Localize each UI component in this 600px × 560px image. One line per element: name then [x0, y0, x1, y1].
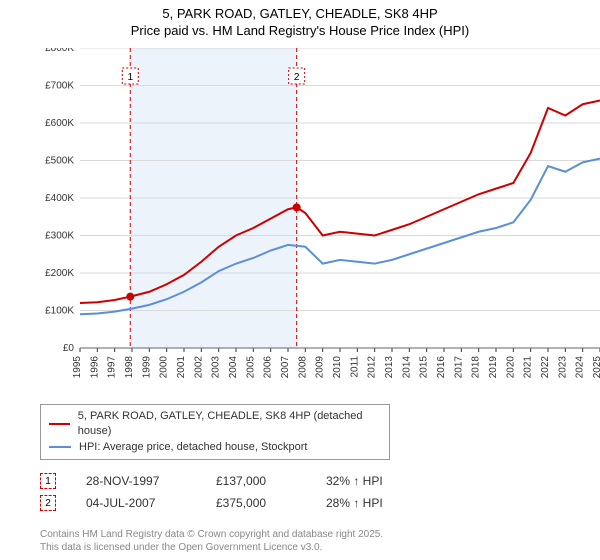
svg-text:2016: 2016	[436, 356, 447, 379]
marker-delta-2: 28% ↑ HPI	[326, 496, 446, 510]
marker-price-2: £375,000	[216, 496, 326, 510]
svg-text:2013: 2013	[384, 356, 395, 379]
svg-text:2009: 2009	[315, 356, 326, 379]
marker-price-1: £137,000	[216, 474, 326, 488]
svg-text:2019: 2019	[488, 356, 499, 379]
legend-row-property: 5, PARK ROAD, GATLEY, CHEADLE, SK8 4HP (…	[49, 409, 381, 440]
svg-text:1997: 1997	[107, 356, 118, 379]
svg-text:2017: 2017	[453, 356, 464, 379]
markers-table: 1 28-NOV-1997 £137,000 32% ↑ HPI 2 04-JU…	[40, 470, 600, 514]
title-line1: 5, PARK ROAD, GATLEY, CHEADLE, SK8 4HP	[0, 6, 600, 21]
legend: 5, PARK ROAD, GATLEY, CHEADLE, SK8 4HP (…	[40, 404, 390, 460]
svg-text:1999: 1999	[141, 356, 152, 379]
line-chart-svg: £0 £100K £200K £300K £400K £500K £600K £700K £80…	[40, 48, 600, 398]
legend-swatch-hpi	[49, 446, 71, 448]
marker-row-2: 2 04-JUL-2007 £375,000 28% ↑ HPI	[40, 492, 600, 514]
footer-line1: Contains HM Land Registry data © Crown c…	[40, 528, 600, 541]
svg-text:2011: 2011	[349, 356, 360, 378]
svg-text:2023: 2023	[557, 356, 568, 379]
svg-text:£600K: £600K	[45, 118, 74, 129]
legend-label-property: 5, PARK ROAD, GATLEY, CHEADLE, SK8 4HP (…	[78, 409, 381, 440]
svg-text:£800K: £800K	[45, 48, 74, 54]
svg-text:2007: 2007	[280, 356, 291, 379]
svg-text:2000: 2000	[159, 356, 170, 379]
marker-date-2: 04-JUL-2007	[86, 496, 216, 510]
svg-text:2005: 2005	[245, 356, 256, 379]
footer-line2: This data is licensed under the Open Gov…	[40, 541, 600, 554]
title-line2: Price paid vs. HM Land Registry's House …	[0, 23, 600, 38]
svg-text:2014: 2014	[401, 356, 412, 379]
svg-text:1998: 1998	[124, 356, 135, 379]
svg-text:1995: 1995	[72, 356, 83, 379]
marker-badge-2: 2	[40, 495, 56, 511]
svg-text:£200K: £200K	[45, 268, 74, 279]
svg-text:2003: 2003	[211, 356, 222, 379]
svg-text:2020: 2020	[505, 356, 516, 379]
chart-area: £0 £100K £200K £300K £400K £500K £600K £700K £80…	[40, 48, 600, 398]
marker-row-1: 1 28-NOV-1997 £137,000 32% ↑ HPI	[40, 470, 600, 492]
footer-attribution: Contains HM Land Registry data © Crown c…	[40, 528, 600, 554]
svg-text:1996: 1996	[89, 356, 100, 379]
chart-title-block: 5, PARK ROAD, GATLEY, CHEADLE, SK8 4HP P…	[0, 0, 600, 38]
svg-text:1: 1	[127, 72, 133, 83]
legend-row-hpi: HPI: Average price, detached house, Stoc…	[49, 440, 381, 455]
legend-swatch-property	[49, 423, 70, 425]
svg-text:2008: 2008	[297, 356, 308, 379]
svg-text:2018: 2018	[471, 356, 482, 379]
marker-date-1: 28-NOV-1997	[86, 474, 216, 488]
svg-text:2025: 2025	[592, 356, 600, 379]
svg-text:2: 2	[294, 72, 300, 83]
svg-text:£300K: £300K	[45, 231, 74, 242]
svg-text:2001: 2001	[176, 356, 187, 379]
svg-text:£700K: £700K	[45, 81, 74, 92]
svg-text:£100K: £100K	[45, 306, 74, 317]
svg-text:2006: 2006	[263, 356, 274, 379]
svg-text:2002: 2002	[193, 356, 204, 379]
svg-text:2024: 2024	[575, 356, 586, 379]
marker-badge-1: 1	[40, 473, 56, 489]
svg-text:£500K: £500K	[45, 156, 74, 167]
svg-text:2015: 2015	[419, 356, 430, 379]
marker-delta-1: 32% ↑ HPI	[326, 474, 446, 488]
svg-text:2022: 2022	[540, 356, 551, 379]
svg-text:2021: 2021	[523, 356, 534, 379]
svg-text:2004: 2004	[228, 356, 239, 379]
legend-label-hpi: HPI: Average price, detached house, Stoc…	[79, 440, 308, 455]
svg-text:£400K: £400K	[45, 193, 74, 204]
svg-text:2012: 2012	[367, 356, 378, 379]
svg-text:£0: £0	[63, 343, 75, 354]
svg-text:2010: 2010	[332, 356, 343, 379]
